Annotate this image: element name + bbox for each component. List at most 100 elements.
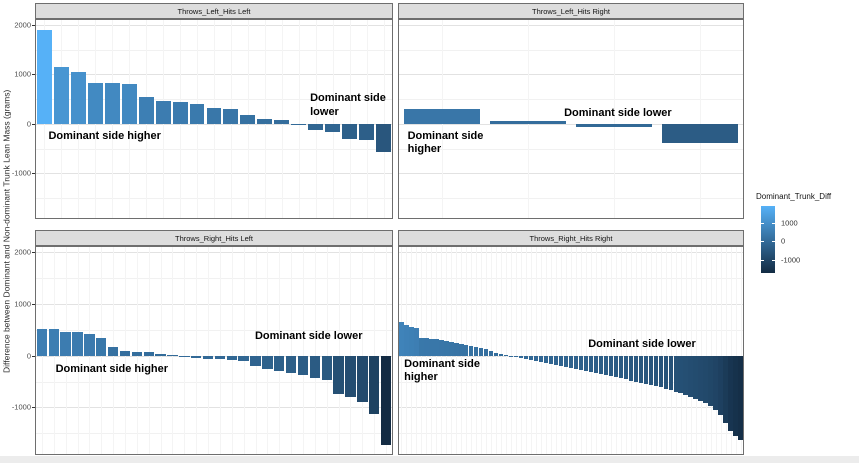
category-gridline <box>267 247 269 454</box>
category-gridline <box>700 20 701 218</box>
category-gridline <box>184 247 186 454</box>
gridline-minor <box>399 49 743 51</box>
bar <box>658 355 663 388</box>
legend-tick-mark <box>761 241 764 243</box>
bar <box>223 108 239 124</box>
category-gridline <box>374 247 376 454</box>
category-gridline <box>585 247 587 454</box>
bar <box>533 355 539 361</box>
category-gridline <box>675 247 677 454</box>
bar <box>359 123 375 140</box>
bar <box>87 82 103 124</box>
category-gridline <box>506 247 508 454</box>
category-gridline <box>730 247 732 454</box>
y-tick-label: 1000 <box>14 69 31 79</box>
bar <box>409 326 414 356</box>
category-gridline <box>536 247 538 454</box>
category-gridline <box>255 247 257 454</box>
bar <box>179 355 190 357</box>
y-tick-mark <box>32 123 35 125</box>
bar <box>518 355 524 358</box>
bar <box>121 83 137 124</box>
facet-strip-label: Throws_Left_Hits Right <box>532 6 610 16</box>
y-tick-mark <box>32 407 35 409</box>
bar <box>357 355 368 402</box>
bar <box>598 355 604 375</box>
bar <box>713 355 718 410</box>
y-tick-label: 0 <box>26 351 31 361</box>
category-gridline <box>496 247 498 454</box>
bar <box>404 108 480 124</box>
y-tick-mark <box>32 303 35 305</box>
legend-tick-mark <box>772 259 775 261</box>
category-gridline <box>362 247 364 454</box>
bar <box>633 355 638 382</box>
gridline-major <box>399 74 743 76</box>
bar <box>603 355 609 376</box>
category-gridline <box>125 247 126 454</box>
bar <box>459 343 464 356</box>
bar <box>419 337 424 356</box>
category-gridline <box>590 247 592 454</box>
bar <box>623 355 629 380</box>
facet-strip-throws-right-hits-left: Throws_Right_Hits Left <box>35 230 393 246</box>
category-gridline <box>645 247 647 454</box>
category-gridline <box>556 247 558 454</box>
bar <box>728 355 733 431</box>
bar <box>668 355 673 391</box>
bar <box>238 355 249 362</box>
category-gridline <box>531 247 533 454</box>
category-gridline <box>710 247 712 454</box>
panel-throws-left-hits-left: Dominant side higher Dominant side lower <box>35 19 393 219</box>
annotation: Dominant side lower <box>310 92 386 118</box>
bar <box>342 123 358 139</box>
bar <box>309 355 321 379</box>
facet-strip-throws-right-hits-right: Throws_Right_Hits Right <box>398 230 744 246</box>
bar <box>143 352 154 356</box>
gridline-minor <box>36 278 392 280</box>
bar <box>723 355 728 423</box>
category-gridline <box>660 247 662 454</box>
category-gridline <box>705 247 707 454</box>
bar <box>380 355 392 446</box>
bar <box>464 344 469 356</box>
category-gridline <box>740 247 742 454</box>
category-gridline <box>735 247 737 454</box>
bar <box>155 100 171 124</box>
category-gridline <box>231 247 233 454</box>
category-gridline <box>243 247 245 454</box>
bar <box>663 355 668 389</box>
category-gridline <box>650 247 652 454</box>
category-gridline <box>208 247 210 454</box>
bar <box>708 355 713 407</box>
bar <box>131 351 143 356</box>
bar <box>189 104 205 124</box>
category-gridline <box>303 247 304 454</box>
bar <box>72 332 83 356</box>
bar <box>568 355 574 369</box>
category-gridline <box>600 247 602 454</box>
bar <box>479 347 484 356</box>
category-gridline <box>366 20 368 218</box>
bar <box>333 355 344 394</box>
bar <box>454 342 459 356</box>
category-gridline <box>350 247 352 454</box>
y-tick-mark <box>32 252 35 254</box>
bar <box>499 354 504 356</box>
gridline-minor <box>399 198 743 200</box>
bar <box>573 355 579 370</box>
bar <box>424 338 429 356</box>
bar <box>523 355 529 359</box>
bar <box>494 352 499 356</box>
category-gridline <box>595 247 597 454</box>
bar <box>508 355 514 357</box>
bar <box>104 83 120 124</box>
gridline-major <box>36 355 392 357</box>
category-gridline <box>715 247 717 454</box>
category-gridline <box>566 247 567 454</box>
bar <box>576 123 652 127</box>
category-gridline <box>511 247 513 454</box>
gridline-major <box>36 407 392 409</box>
facet-strip-throws-left-hits-left: Throws_Left_Hits Left <box>35 3 393 19</box>
